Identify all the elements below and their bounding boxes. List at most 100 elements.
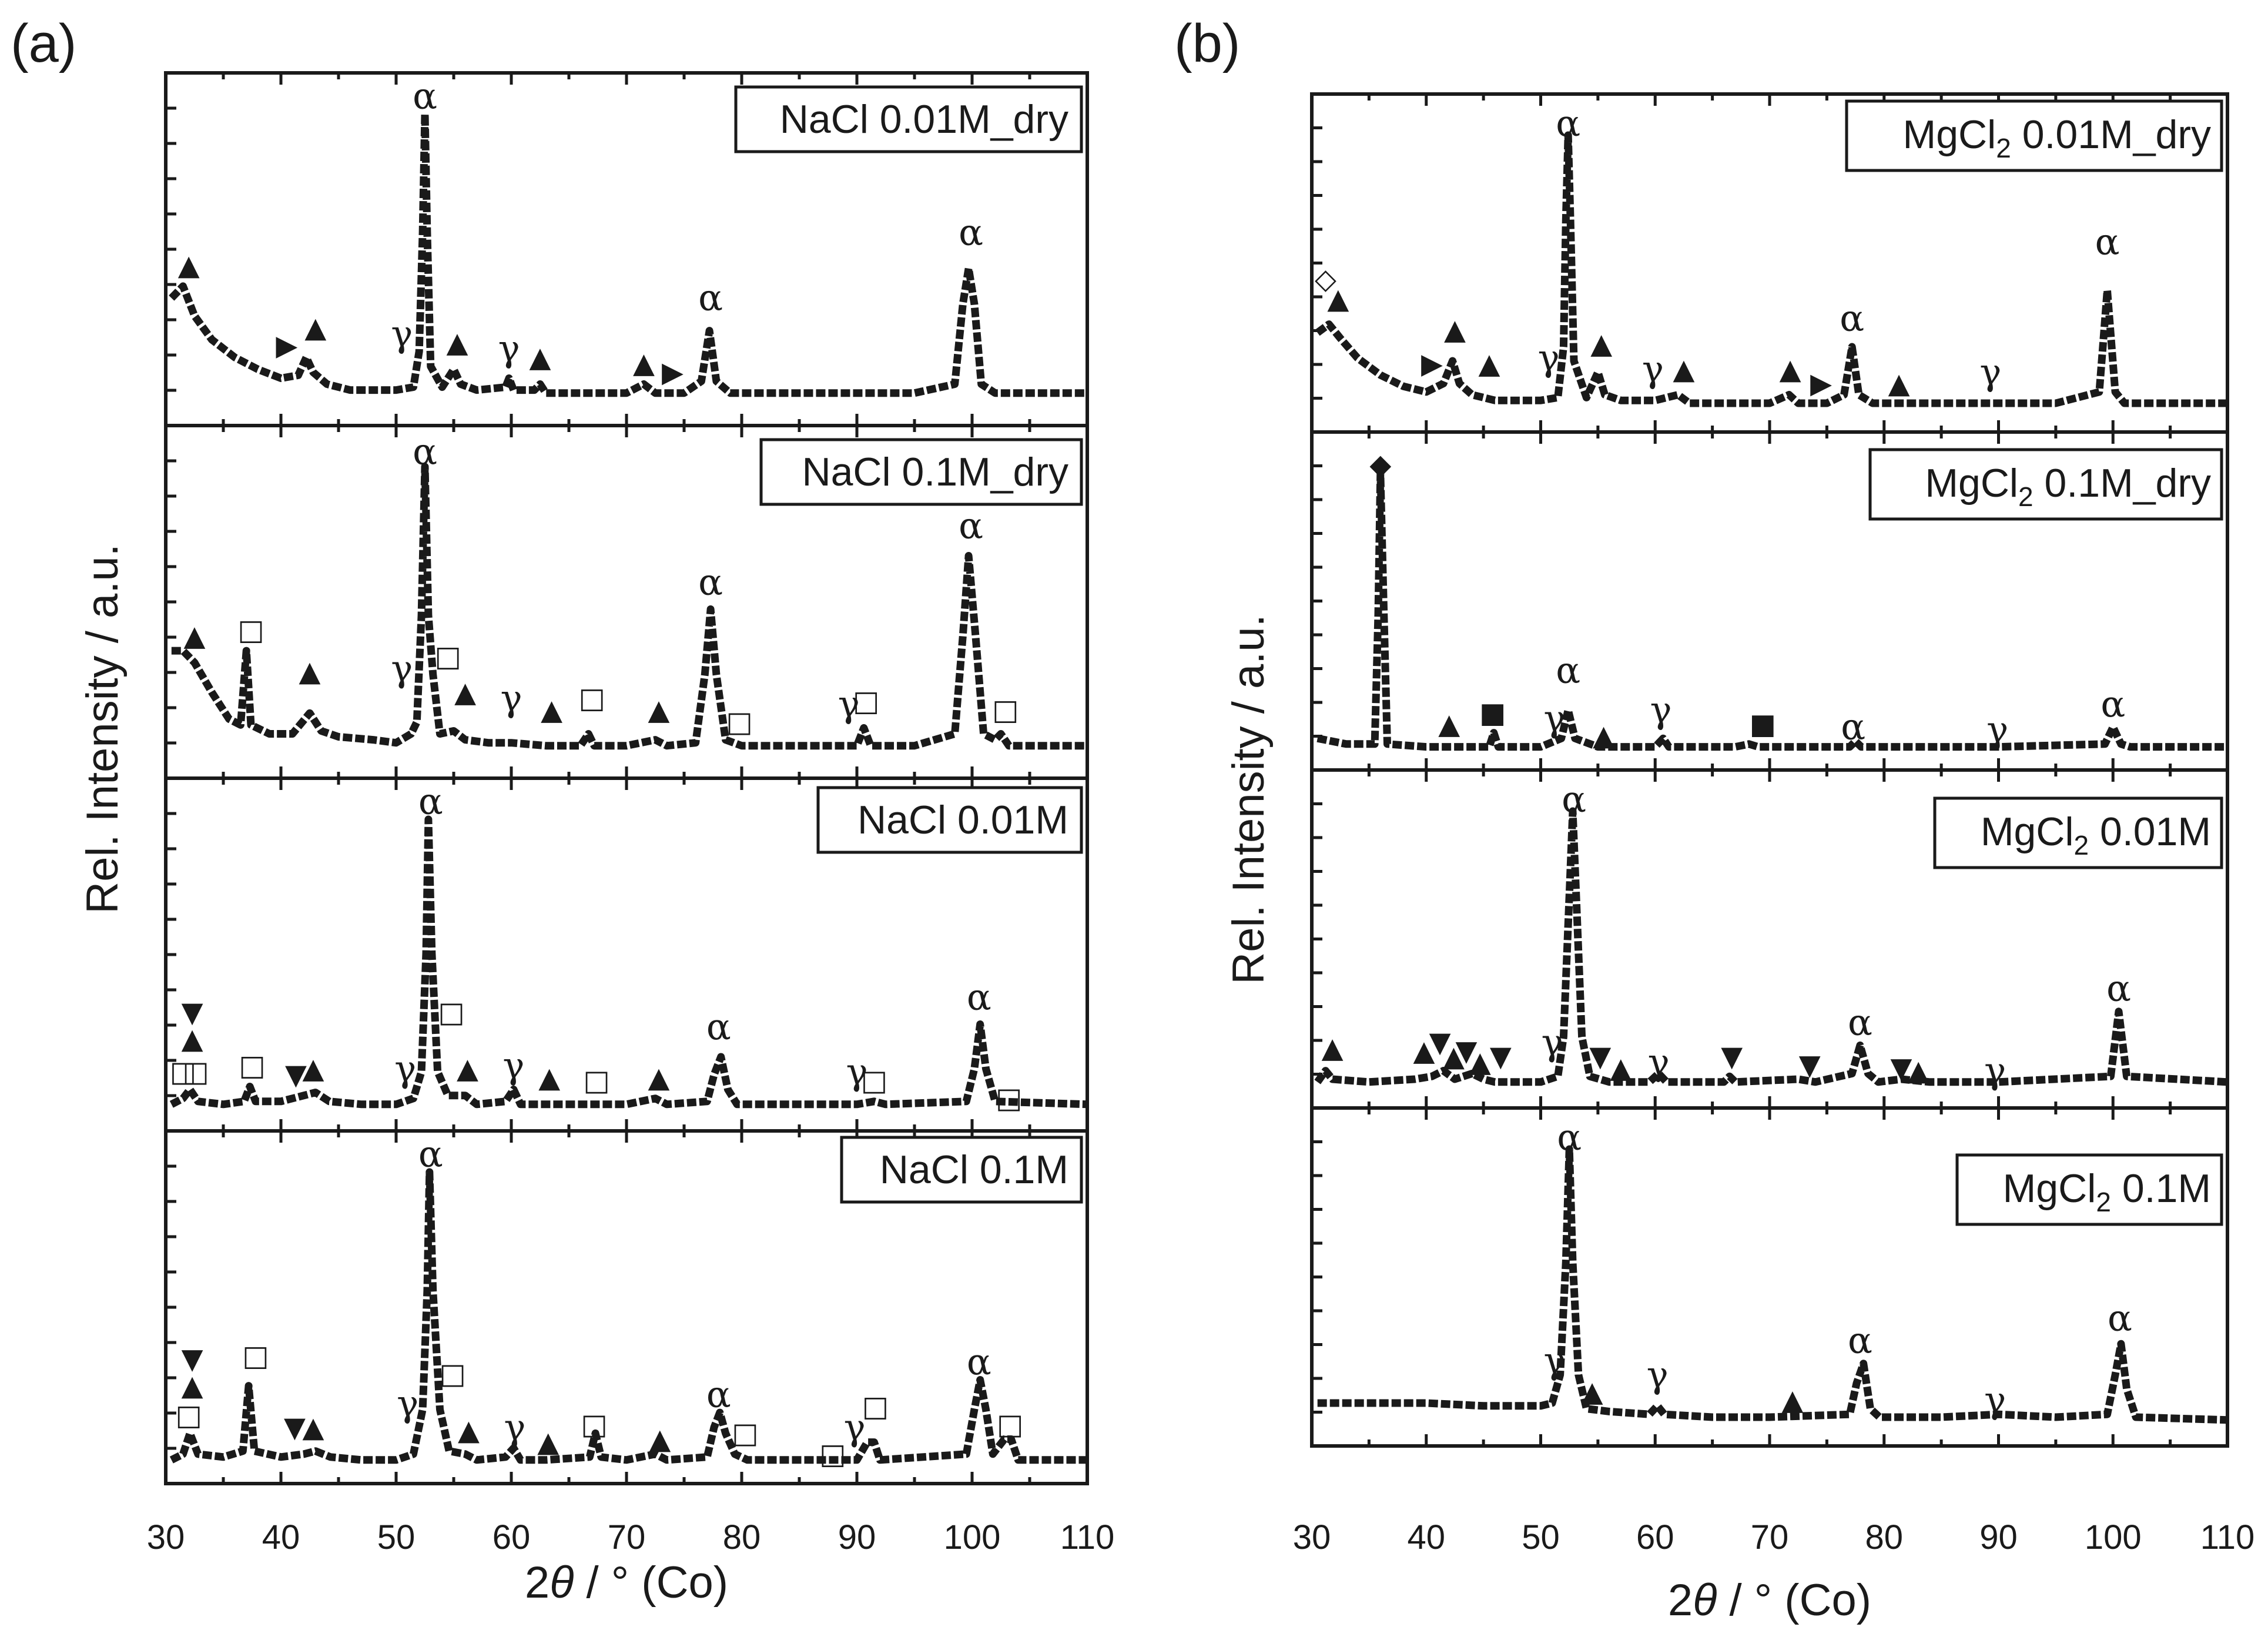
x-tick-label: 70 <box>608 1518 646 1556</box>
phase-marker: ▲ <box>1322 1032 1344 1064</box>
alpha-phase-label: α <box>698 276 723 319</box>
phase-marker: □ <box>237 614 264 647</box>
phase-marker: ▲ <box>1610 1052 1632 1084</box>
x-tick-label: 50 <box>1522 1518 1560 1556</box>
panel-a-subplot-2-annotations: ▲ □▲ γα□▲ γ ▲ □ ▲α□ γ□α□ <box>184 430 1019 739</box>
phase-marker: ▼ <box>1799 1049 1821 1082</box>
gamma-phase-label: γ <box>838 682 860 725</box>
phase-marker: ▲ <box>1478 347 1500 380</box>
phase-marker: ▼ <box>1455 1035 1477 1067</box>
phase-marker: ▲ <box>1582 1375 1603 1408</box>
phase-marker: ▲ <box>648 1061 669 1094</box>
panel-a-subplot-4-legend: NaCl 0.1M <box>840 1136 1083 1204</box>
panel-b-x-tick-labels: 30 40 50 60 70 80 90 100 110 <box>1293 1518 2254 1556</box>
phase-marker: ▲ <box>633 347 655 380</box>
phase-marker: ▼ <box>285 1058 307 1091</box>
phase-marker: ▶ <box>1810 367 1832 400</box>
phase-marker: ▶ <box>662 356 684 389</box>
phase-marker: □ <box>182 1055 209 1088</box>
alpha-phase-label: α <box>1848 1319 1872 1362</box>
phase-marker: ▲ <box>1443 1040 1465 1073</box>
phase-marker: □ <box>726 705 752 738</box>
panel-a-subplot-2: ▲ □▲ γα□▲ γ ▲ □ ▲α□ γ□α□ NaCl 0.1M_dry <box>164 424 1089 780</box>
panel-b-subplot-2-ticks <box>1310 432 2229 770</box>
phase-marker: ▲ <box>537 1426 559 1459</box>
alpha-phase-label: α <box>1841 705 1865 748</box>
panel-a-subplot-3-legend-text: NaCl 0.01M <box>857 798 1068 842</box>
phase-marker: ■ <box>1750 708 1776 741</box>
gamma-phase-label: γ <box>1543 1339 1565 1382</box>
phase-marker: □ <box>242 1340 269 1372</box>
phase-marker: ▼ <box>1429 1026 1451 1059</box>
gamma-phase-label: γ <box>1984 1049 2006 1092</box>
panel-b-subplot-4-legend-text: MgCl2 0.1M <box>2003 1166 2211 1217</box>
panel-a-subplot-3-legend-box <box>816 786 1083 854</box>
alpha-phase-label: α <box>1848 1001 1872 1044</box>
phase-marker: □ <box>579 682 605 715</box>
phase-marker: □ <box>176 1399 202 1432</box>
phase-marker: □ <box>996 1082 1022 1115</box>
panel-b-subplot-1-legend-text: MgCl2 0.01M_dry <box>1903 112 2211 163</box>
phase-marker: ▲ <box>302 1411 324 1444</box>
panel-b-subplot-2-legend-text: MgCl2 0.1M_dry <box>1925 461 2211 512</box>
phase-marker: ◆ <box>1369 448 1391 481</box>
panel-b-subplot-2-legend-box <box>1868 448 2223 521</box>
x-tick-label: 60 <box>1636 1518 1674 1556</box>
panel-b-subplot-4: γ α ▲ γ ▲ α γ α MgCl2 0.1M <box>1310 1106 2229 1448</box>
phase-marker: □ <box>581 1408 607 1441</box>
phase-marker: ▼ <box>1891 1052 1912 1084</box>
phase-marker: ▼ <box>1589 1040 1611 1073</box>
panel-b-subplot-3-legend-box <box>1933 796 2223 869</box>
x-tick-label: 60 <box>493 1518 531 1556</box>
phase-marker: ▲ <box>304 312 326 344</box>
panel-a-subplot-1-ticks <box>164 73 1089 426</box>
phase-marker: ▲ <box>1413 1035 1435 1067</box>
phase-marker: ▲ <box>1593 719 1614 752</box>
panel-a-subplot-2-trace <box>171 463 1087 750</box>
alpha-phase-label: α <box>1557 1116 1582 1159</box>
gamma-phase-label: γ <box>846 1050 867 1093</box>
gamma-phase-label: γ <box>1538 336 1560 379</box>
phase-marker: ▲ <box>1469 1046 1491 1079</box>
panel-a-subplot-3-annotations: ▼▲□□ □ ▼▲ γα□▲ γ ▲ □ ▲αγ□α□ <box>170 780 1023 1115</box>
x-tick-label: 90 <box>1979 1518 2018 1556</box>
panel-a-subplot-4-legend-text: NaCl 0.1M <box>880 1147 1068 1192</box>
phase-marker: ▲ <box>299 655 321 688</box>
panel-b: (b) Rel. Intensity / a.u. 2θ / ° (Co) ◇▲… <box>1174 14 2254 1625</box>
phase-marker: □ <box>435 640 461 673</box>
phase-marker: ▲ <box>182 1023 203 1056</box>
panel-b-subplot-1: ◇▲▶▲▲ γα▲γ ▲ ▲ ▶α▲ γα MgCl2 0.01M_dry <box>1310 92 2229 434</box>
gamma-phase-label: γ <box>391 647 413 690</box>
phase-marker: ▲ <box>1781 1384 1803 1417</box>
phase-marker: ▲ <box>541 694 562 727</box>
x-tick-label: 30 <box>147 1518 185 1556</box>
alpha-phase-label: α <box>1840 297 1864 340</box>
x-tick-label: 110 <box>2200 1518 2254 1556</box>
phase-marker: ▲ <box>178 249 200 282</box>
panel-a-subplot-1-legend-text: NaCl 0.01M_dry <box>780 97 1068 142</box>
phase-marker: ▲ <box>648 694 669 727</box>
panel-a-subplot-1: ▲▶▲ γα▲ γ ▲ ▲ ▶αα NaCl 0.01M_dry <box>164 71 1089 427</box>
gamma-phase-label: γ <box>391 312 413 355</box>
panel-a-x-tick-labels: 30 40 50 60 70 80 90 100 110 <box>147 1518 1114 1556</box>
phase-marker: □ <box>819 1438 846 1471</box>
panel-a-subplot-2-legend-box <box>759 438 1083 506</box>
alpha-phase-label: α <box>706 1373 731 1416</box>
panel-a-subplot-4-annotations: ▼▲□□▼▲γα□▲ γ ▲□ ▲α□□γ□α□ <box>176 1133 1024 1471</box>
panel-a-subplot-4: ▼▲□□▼▲γα□▲ γ ▲□ ▲α□□γ□α□ NaCl 0.1M <box>164 1129 1089 1485</box>
alpha-phase-label: α <box>1562 778 1586 821</box>
phase-marker: ◇ <box>1315 263 1336 296</box>
phase-marker: ▲ <box>1444 313 1466 346</box>
phase-marker: ▲ <box>182 1370 203 1402</box>
phase-marker: ▲ <box>530 341 551 374</box>
panel-a-subplot-4-legend-box <box>840 1136 1083 1204</box>
panel-b-y-axis-title: Rel. Intensity / a.u. <box>1224 614 1274 984</box>
panel-b-subplot-1-trace <box>1315 131 2227 407</box>
panel-a-subplot-1-annotations: ▲▶▲ γα▲ γ ▲ ▲ ▶αα <box>178 75 983 389</box>
phase-marker: ▲ <box>184 620 206 652</box>
phase-marker: □ <box>170 1055 196 1088</box>
gamma-phase-label: γ <box>1648 1040 1670 1083</box>
alpha-phase-label: α <box>959 504 983 547</box>
panel-b-subplot-3: ▲ ▲▼▲▼▲▼ γα▼▲ γ ▼ ▼α▼▲ γα MgCl2 0.01M <box>1310 768 2229 1110</box>
gamma-phase-label: γ <box>1984 1378 2006 1421</box>
